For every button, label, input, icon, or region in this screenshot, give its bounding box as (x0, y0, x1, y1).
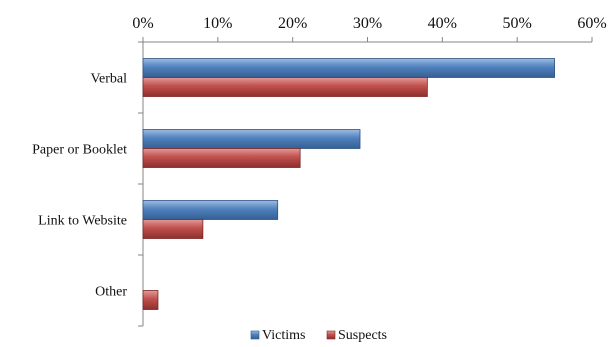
y-axis: Verbal Paper or Booklet Link to Website Oth… (32, 41, 144, 327)
category-label: Other (95, 285, 127, 300)
bar-victims-verbal (142, 58, 555, 78)
x-tick-label: 50% (503, 15, 532, 32)
legend-label-suspects: Suspects (338, 328, 387, 343)
legend-swatch-suspects (326, 330, 336, 340)
x-tick-label: 40% (428, 15, 457, 32)
x-tick-label: 10% (203, 15, 232, 32)
bar-suspects-other (142, 290, 159, 310)
legend-swatch-victims (250, 330, 260, 340)
category-label: Link to Website (38, 214, 127, 229)
x-tick-label: 0% (132, 15, 153, 32)
x-axis: 0% 10% 20% 30% 40% 50% 60% (132, 15, 607, 43)
legend-label-victims: Victims (262, 328, 306, 343)
x-tick-label: 20% (278, 15, 307, 32)
legend: Victims Suspects (250, 328, 387, 343)
x-tick-label: 30% (353, 15, 382, 32)
category-label: Verbal (90, 72, 127, 87)
bar-suspects-paper-or-booklet (142, 148, 301, 168)
bar-victims-link-to-website (142, 200, 279, 220)
x-tick-label: 60% (577, 15, 606, 32)
bars (142, 58, 555, 310)
category-label: Paper or Booklet (32, 143, 127, 158)
bar-suspects-verbal (142, 77, 428, 97)
bar-suspects-link-to-website (142, 219, 204, 239)
bar-victims-paper-or-booklet (142, 129, 361, 149)
